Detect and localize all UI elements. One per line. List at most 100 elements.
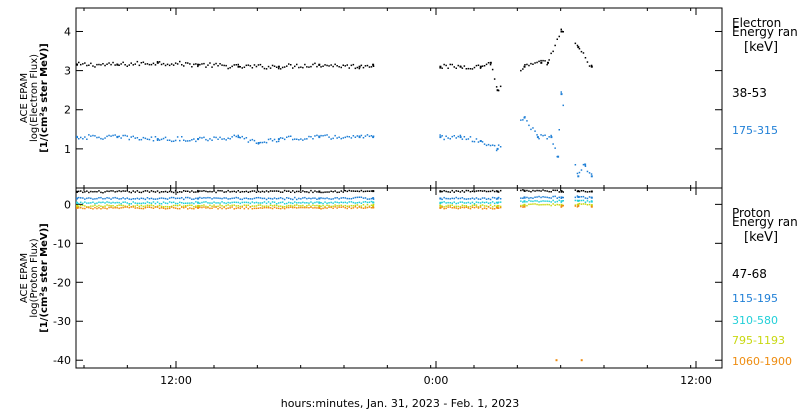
data-point: [328, 202, 330, 204]
data-point: [152, 198, 155, 200]
data-point: [523, 65, 526, 68]
legend-title-line: Electron: [732, 16, 781, 30]
data-point: [316, 134, 318, 137]
data-point: [219, 63, 221, 65]
data-point: [342, 201, 344, 204]
data-point: [225, 197, 227, 199]
data-point: [140, 202, 143, 205]
data-point: [269, 138, 272, 140]
data-point: [455, 190, 457, 192]
data-point: [158, 202, 161, 205]
data-point: [300, 205, 302, 207]
data-point: [358, 67, 361, 70]
data-point: [277, 67, 280, 70]
data-point: [259, 141, 262, 144]
data-point: [273, 138, 276, 141]
data-point: [489, 144, 492, 147]
data-point: [344, 201, 346, 204]
data-point: [552, 50, 554, 53]
y-tick-label: -10: [53, 237, 71, 250]
data-point: [467, 201, 470, 204]
data-point: [550, 52, 552, 55]
data-point: [86, 64, 88, 67]
data-point: [584, 165, 587, 167]
data-point: [92, 201, 94, 203]
data-point: [590, 205, 593, 208]
data-point: [544, 203, 546, 206]
data-point: [560, 28, 562, 31]
data-point: [243, 66, 246, 68]
data-point: [199, 136, 201, 139]
data-point: [493, 197, 496, 199]
data-point: [78, 207, 80, 209]
data-point: [453, 207, 455, 209]
data-point: [350, 64, 353, 67]
data-point: [326, 64, 328, 67]
data-point: [269, 204, 272, 206]
data-point: [328, 206, 330, 208]
y-tick-label: -30: [53, 315, 71, 328]
data-point: [366, 64, 369, 67]
y-tick-label: -20: [53, 276, 71, 289]
data-point: [356, 135, 359, 137]
data-point: [255, 197, 258, 199]
data-point: [223, 64, 225, 67]
data-point: [542, 59, 544, 62]
series-115-195: [76, 195, 593, 201]
data-point: [168, 201, 171, 203]
data-point: [86, 197, 88, 200]
data-point: [574, 164, 577, 166]
data-point: [332, 202, 334, 204]
data-point: [217, 65, 219, 67]
data-point: [461, 201, 464, 203]
data-point: [477, 198, 480, 200]
data-point: [453, 135, 455, 137]
y-axis-label-line: ACE EPAM: [19, 73, 30, 123]
legend-title-line: Energy ran: [732, 215, 798, 229]
data-point: [108, 201, 110, 204]
data-point: [80, 190, 82, 192]
data-point: [342, 137, 344, 139]
data-point: [259, 191, 262, 193]
data-point: [324, 134, 326, 137]
data-point: [318, 204, 321, 207]
data-point: [94, 66, 96, 68]
data-point: [108, 206, 110, 209]
legend-title-line: [keV]: [744, 40, 778, 55]
data-point: [522, 119, 524, 121]
data-point: [193, 208, 195, 210]
data-point: [271, 140, 274, 142]
data-point: [122, 197, 124, 199]
data-point: [223, 202, 225, 204]
data-point: [372, 190, 375, 193]
data-point: [330, 206, 332, 209]
data-point: [235, 201, 237, 204]
data-point: [370, 66, 373, 68]
data-point: [439, 201, 442, 204]
data-point: [577, 190, 580, 193]
data-point: [586, 200, 589, 202]
data-point: [84, 136, 86, 138]
data-point: [326, 191, 328, 193]
data-point: [102, 207, 104, 209]
data-point: [193, 202, 195, 205]
data-point: [292, 67, 294, 69]
data-point: [168, 190, 171, 193]
data-point: [257, 202, 260, 204]
data-point: [116, 197, 118, 199]
data-point: [485, 63, 488, 66]
y-axis-label-line: log(Electron Flux): [29, 54, 40, 142]
data-point: [330, 190, 332, 192]
data-point: [358, 196, 361, 198]
data-point: [122, 206, 124, 209]
data-point: [130, 62, 132, 64]
data-point: [269, 202, 272, 205]
data-point: [532, 203, 534, 205]
data-point: [522, 197, 524, 199]
data-point: [354, 196, 357, 199]
data-point: [172, 140, 175, 142]
data-point: [106, 135, 108, 138]
data-point: [156, 190, 159, 192]
data-point: [275, 207, 278, 209]
data-point: [183, 207, 185, 209]
